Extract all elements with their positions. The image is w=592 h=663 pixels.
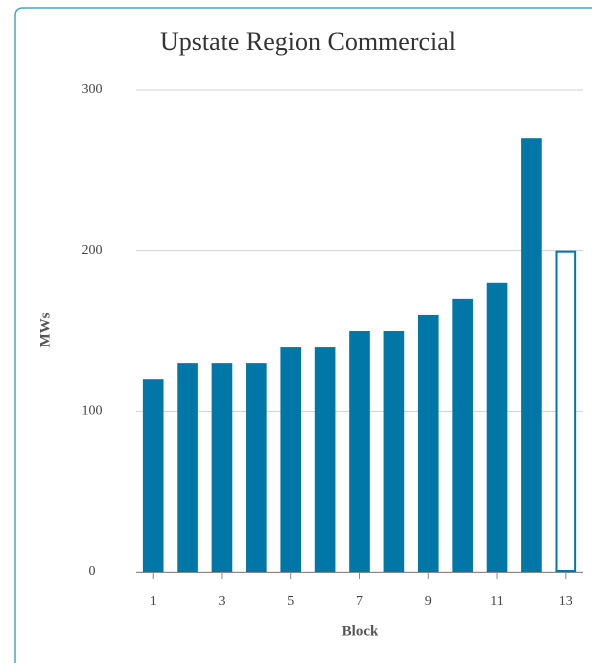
bar: [452, 298, 473, 572]
bar: [314, 347, 336, 573]
bar: [246, 363, 267, 572]
x-axis-title: Block: [342, 623, 379, 639]
bar: [211, 363, 233, 572]
x-tick-label: 7: [356, 594, 363, 609]
bar: [486, 282, 508, 572]
bar: [177, 363, 198, 572]
bar: [521, 138, 542, 572]
bar: [142, 379, 164, 573]
x-tick-label: 11: [490, 594, 503, 609]
bar: [280, 347, 302, 573]
x-tick-label: 5: [287, 594, 294, 609]
y-tick-label: 200: [82, 243, 103, 258]
y-tick-label: 0: [89, 564, 96, 579]
x-tick-label: 3: [218, 594, 225, 609]
bar: [383, 331, 405, 572]
bar: [349, 331, 370, 572]
panel-frame: [14, 7, 592, 663]
y-tick-label: 100: [82, 404, 103, 419]
x-tick-label: 13: [559, 594, 573, 609]
bar: [555, 250, 577, 573]
bar: [417, 314, 439, 572]
y-tick-label: 300: [82, 82, 103, 97]
chart-title: Upstate Region Commercial: [160, 27, 456, 56]
x-tick-label: 9: [425, 594, 432, 609]
x-tick-label: 1: [150, 594, 157, 609]
y-axis-title: MWs: [37, 312, 53, 347]
